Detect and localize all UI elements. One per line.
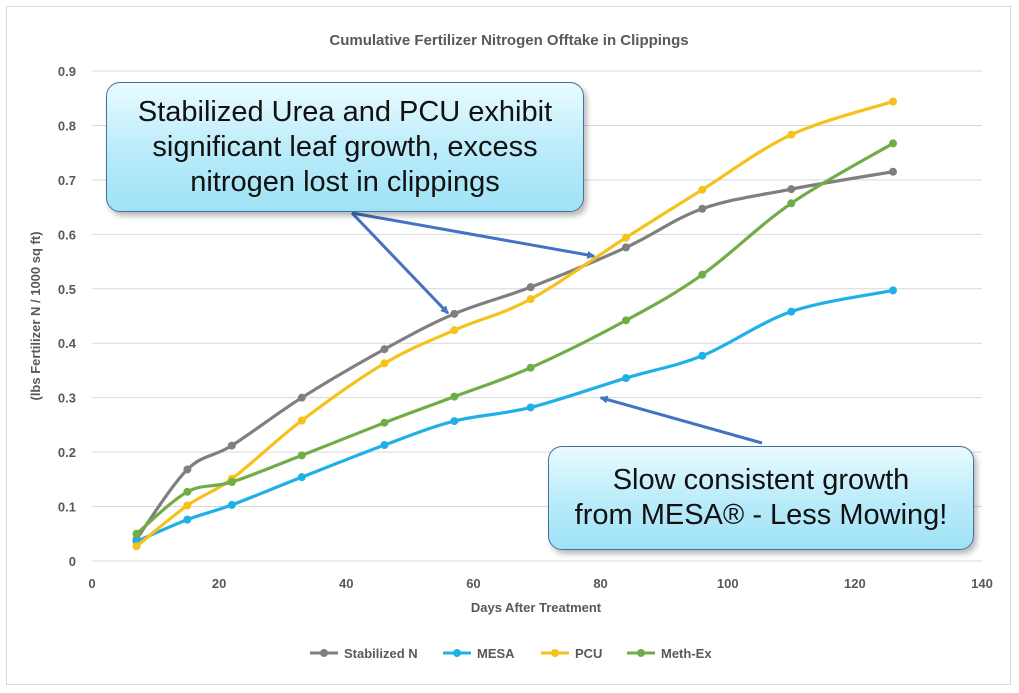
- data-point-meth-ex: [450, 392, 459, 401]
- data-point-meth-ex: [526, 363, 535, 372]
- chart-frame: [6, 6, 1011, 685]
- data-point-mesa: [380, 441, 389, 450]
- data-point-stabilized-n: [183, 465, 192, 474]
- x-tick-label: 0: [88, 576, 95, 591]
- annotation-text-stabilized: Stabilized Urea and PCU exhibit signific…: [137, 95, 553, 198]
- data-point-pcu: [132, 542, 141, 551]
- data-point-meth-ex: [622, 316, 630, 325]
- y-tick-label: 0.9: [58, 64, 76, 79]
- data-point-mesa: [227, 500, 236, 509]
- annotation-arrow: [350, 211, 450, 315]
- y-tick-label: 0.5: [58, 282, 76, 297]
- x-tick-label: 60: [466, 576, 480, 591]
- data-point-meth-ex: [787, 199, 796, 208]
- data-point-meth-ex: [698, 270, 707, 279]
- y-tick-label: 0.8: [58, 118, 76, 133]
- data-point-pcu: [889, 97, 897, 106]
- data-point-stabilized-n: [698, 204, 707, 213]
- legend-marker-stabilized-n: [320, 649, 328, 657]
- annotation-arrow: [351, 211, 596, 259]
- data-point-mesa: [622, 374, 630, 383]
- data-point-mesa: [450, 417, 459, 426]
- series-line-stabilized-n: [134, 170, 895, 541]
- x-tick-label: 20: [212, 576, 226, 591]
- legend-label-meth-ex: Meth-Ex: [661, 646, 712, 661]
- y-tick-label: 0.7: [58, 173, 76, 188]
- data-point-pcu: [698, 185, 707, 194]
- legend-label-mesa: MESA: [477, 646, 515, 661]
- x-tick-label: 100: [717, 576, 739, 591]
- data-point-pcu: [450, 326, 459, 335]
- data-point-mesa: [787, 307, 796, 316]
- y-tick-label: 0.1: [58, 500, 76, 515]
- annotation-callout-stabilized: Stabilized Urea and PCU exhibit signific…: [106, 82, 584, 212]
- data-point-pcu: [297, 416, 306, 425]
- y-tick-label: 0.4: [58, 336, 77, 351]
- data-point-pcu: [622, 233, 630, 242]
- y-tick-label: 0.3: [58, 391, 76, 406]
- data-point-stabilized-n: [787, 185, 796, 194]
- data-point-pcu: [380, 359, 389, 368]
- data-point-stabilized-n: [889, 167, 897, 176]
- data-point-meth-ex: [889, 139, 897, 148]
- data-point-stabilized-n: [622, 243, 630, 252]
- y-tick-label: 0.2: [58, 445, 76, 460]
- data-point-mesa: [889, 286, 897, 295]
- data-point-pcu: [787, 130, 796, 139]
- x-tick-label: 80: [593, 576, 607, 591]
- data-point-stabilized-n: [526, 283, 535, 292]
- y-tick-label: 0.6: [58, 227, 76, 242]
- annotation-callout-mesa: Slow consistent growth from MESA® - Less…: [548, 446, 974, 550]
- legend-marker-pcu: [551, 649, 559, 657]
- annotation-text-mesa: Slow consistent growth from MESA® - Less…: [574, 464, 948, 531]
- data-point-pcu: [183, 501, 192, 510]
- data-point-stabilized-n: [297, 393, 306, 402]
- data-point-stabilized-n: [227, 441, 236, 450]
- x-tick-label: 140: [971, 576, 993, 591]
- data-point-meth-ex: [297, 451, 306, 460]
- data-point-mesa: [698, 351, 707, 360]
- x-axis-title: Days After Treatment: [471, 600, 602, 615]
- data-point-meth-ex: [380, 418, 389, 427]
- data-point-stabilized-n: [450, 309, 459, 318]
- y-axis-title: (lbs Fertilizer N / 1000 sq ft): [28, 231, 43, 400]
- annotation-arrow: [599, 395, 763, 445]
- data-point-stabilized-n: [380, 345, 389, 354]
- data-point-mesa: [297, 473, 306, 482]
- legend-label-pcu: PCU: [575, 646, 602, 661]
- data-point-meth-ex: [183, 487, 192, 496]
- data-point-meth-ex: [227, 478, 236, 487]
- data-point-mesa: [183, 515, 192, 524]
- legend-label-stabilized-n: Stabilized N: [344, 646, 418, 661]
- legend-marker-meth-ex: [637, 649, 645, 657]
- data-point-meth-ex: [132, 529, 141, 538]
- x-tick-label: 40: [339, 576, 353, 591]
- y-tick-label: 0: [69, 554, 76, 569]
- x-tick-label: 120: [844, 576, 866, 591]
- data-point-pcu: [526, 295, 535, 304]
- chart-title: Cumulative Fertilizer Nitrogen Offtake i…: [329, 32, 688, 49]
- legend-marker-mesa: [453, 649, 461, 657]
- data-point-mesa: [526, 403, 535, 412]
